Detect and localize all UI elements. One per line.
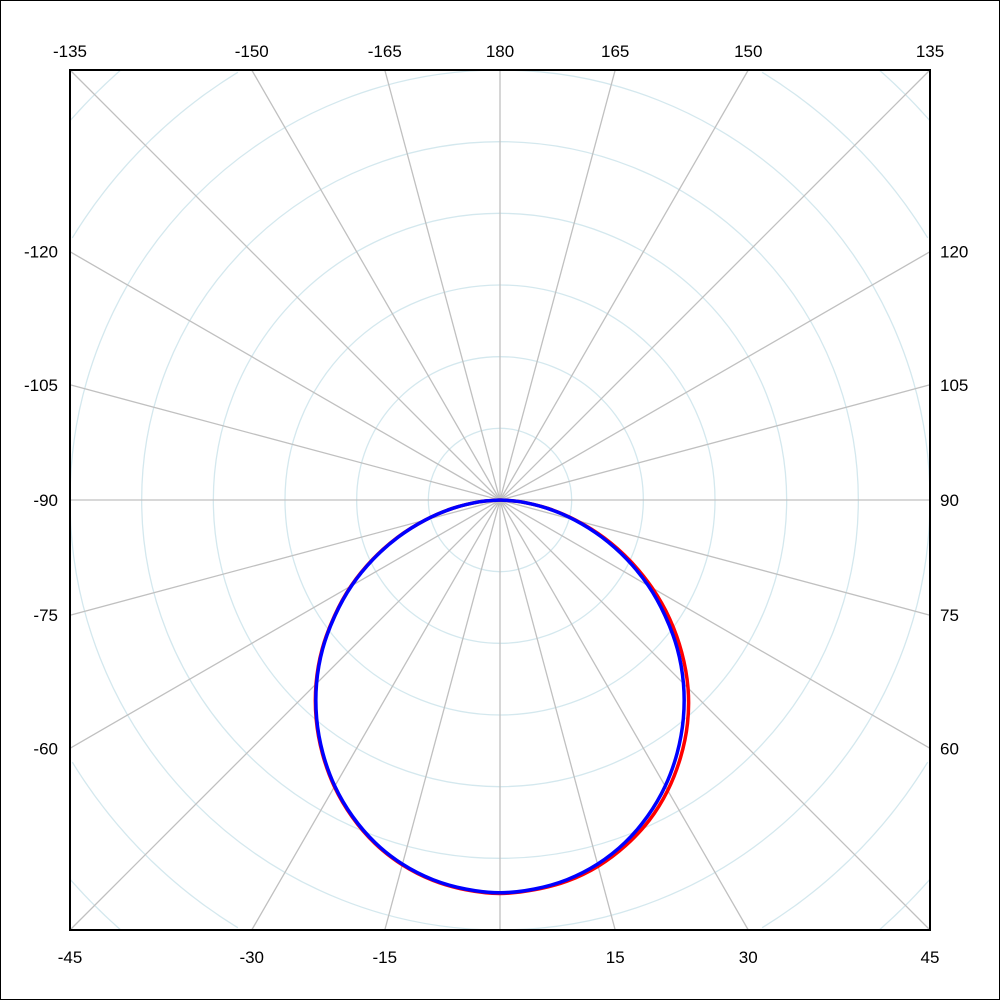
angular-grid-line <box>69 499 501 749</box>
angle-tick-label: -90 <box>33 491 58 510</box>
angle-tick-label: -30 <box>239 948 264 967</box>
angular-grid-line <box>499 69 749 501</box>
angle-labels: -135 -150 -165 180 165 150 135 -120 120 -105 105 -9… <box>24 42 968 967</box>
angle-tick-label: 90 <box>940 491 959 510</box>
angle-tick-label: 150 <box>734 42 762 61</box>
angular-grid-line <box>499 69 616 501</box>
angular-grid-line <box>69 69 501 501</box>
angle-tick-label: 105 <box>940 376 968 395</box>
angular-grid-line <box>384 499 501 931</box>
angular-grid-line <box>69 499 501 931</box>
angle-tick-label: 30 <box>739 948 758 967</box>
angle-tick-label: 60 <box>940 739 959 758</box>
angle-tick-label: 180 <box>486 42 514 61</box>
angular-grid-line <box>384 69 501 501</box>
angle-tick-label: 15 <box>606 948 625 967</box>
angular-grid-line <box>251 499 501 931</box>
angle-tick-label: 45 <box>921 948 940 967</box>
angular-grid-line <box>251 69 501 501</box>
angular-grid-line <box>499 499 749 931</box>
angle-tick-label: -75 <box>33 606 58 625</box>
angular-grid-line <box>69 384 501 501</box>
angle-tick-label: -120 <box>24 243 58 262</box>
plot-frame <box>69 69 931 931</box>
series-group <box>313 498 691 896</box>
angular-grid-line <box>499 499 931 749</box>
angular-grid-line <box>499 499 931 931</box>
angle-tick-label: -60 <box>33 739 58 758</box>
series-line-blue <box>314 498 686 895</box>
angular-grid-line <box>499 69 931 501</box>
angle-tick-label: 75 <box>940 606 959 625</box>
angular-grid-line <box>499 251 931 501</box>
angle-tick-label: 165 <box>601 42 629 61</box>
angle-tick-label: -135 <box>53 42 87 61</box>
angle-tick-label: -105 <box>24 376 58 395</box>
angle-tick-label: -150 <box>235 42 269 61</box>
angle-tick-label: -165 <box>368 42 402 61</box>
angular-grid-line <box>69 251 501 501</box>
angle-tick-label: 135 <box>916 42 944 61</box>
angular-grid-line <box>499 384 931 501</box>
angle-tick-label: -45 <box>58 948 83 967</box>
angular-grid-line <box>499 499 616 931</box>
angle-tick-label: -15 <box>372 948 397 967</box>
angle-tick-label: 120 <box>940 243 968 262</box>
